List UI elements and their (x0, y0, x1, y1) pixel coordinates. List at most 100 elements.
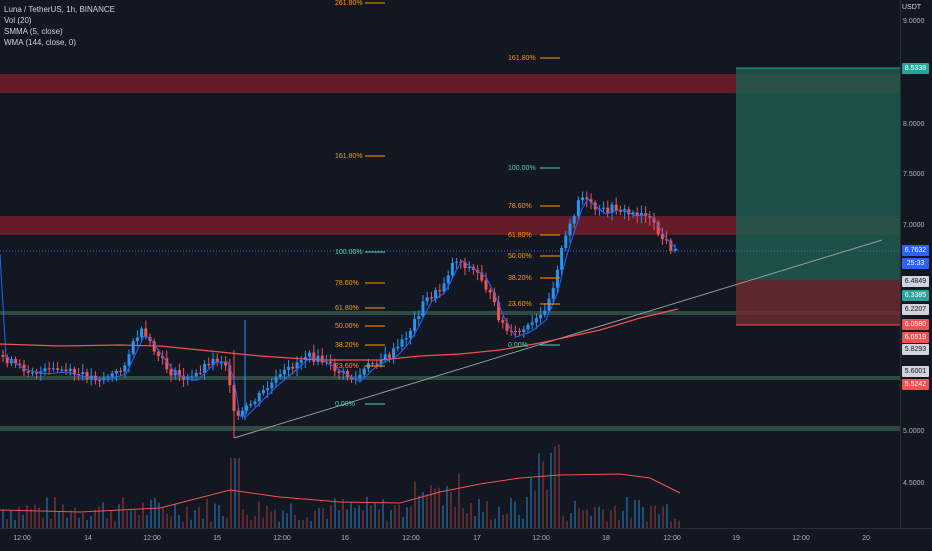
candle-body (148, 337, 152, 342)
candle-body (161, 356, 165, 359)
candle-body (526, 324, 530, 330)
fib-level-label: 23.60% (335, 363, 359, 370)
candle-body (114, 370, 118, 374)
fib-level-label: 61.80% (335, 305, 359, 312)
candle-body (665, 239, 669, 241)
price-tag: 5.5242 (902, 379, 929, 390)
currency-label: USDT (902, 4, 922, 11)
candle-body (425, 297, 429, 302)
candle-body (110, 373, 114, 377)
fib-level-label: 100.00% (335, 249, 363, 256)
time-tick: 19 (732, 535, 740, 542)
fib-level-label: 0.00% (508, 342, 528, 349)
candle-body (282, 369, 286, 375)
smma-indicator-label[interactable]: SMMA (5, close) (4, 27, 63, 36)
fib-level-label: 50.00% (335, 323, 359, 330)
candle-body (194, 372, 198, 377)
time-tick: 12:00 (663, 535, 681, 542)
candle-body (387, 354, 391, 358)
candle-body (602, 207, 606, 209)
candle-body (371, 363, 375, 365)
supply-zone-lower (0, 216, 900, 235)
price-tick: 7.0000 (903, 222, 925, 229)
price-tag: 6.2207 (902, 304, 929, 315)
candle-body (400, 339, 404, 347)
candle-body (253, 401, 257, 405)
time-tick: 15 (213, 535, 221, 542)
time-tick: 12:00 (792, 535, 810, 542)
fib-level-label: 38.20% (508, 275, 532, 282)
candle-body (169, 369, 173, 376)
price-tick: 4.5000 (903, 480, 925, 487)
candle-body (64, 369, 68, 372)
candle-body (228, 365, 232, 386)
candle-body (438, 290, 442, 292)
candle-body (98, 380, 102, 382)
candle-body (211, 358, 215, 366)
time-tick: 12:00 (402, 535, 420, 542)
candle-body (581, 197, 585, 201)
candle-body (177, 370, 181, 376)
candle-body (224, 362, 228, 366)
candle-body (635, 212, 639, 216)
candle-body (47, 368, 51, 370)
candle-body (350, 377, 354, 380)
candle-body (639, 213, 643, 216)
supply-zone-upper (0, 74, 900, 93)
price-tick: 7.5000 (903, 171, 925, 178)
candle-body (576, 200, 580, 217)
price-tag-wma: 6.0519 (902, 332, 929, 343)
chart-area[interactable]: 261.80% 161.80% 100.00% 78.60% 61.80% 50.00% 3… (0, 0, 900, 528)
candle-body (606, 207, 610, 214)
candle-body (610, 204, 614, 214)
candle-body (463, 262, 467, 269)
candle-body (198, 372, 202, 374)
candle-body (480, 272, 484, 281)
candle-body (278, 374, 282, 378)
fib-level-label: 23.60% (508, 301, 532, 308)
candle-body (375, 363, 379, 365)
candle-body (173, 370, 177, 376)
candle-body (203, 363, 207, 373)
candle-body (207, 363, 211, 366)
fib-level-label: 161.80% (335, 153, 363, 160)
time-tick: 14 (84, 535, 92, 542)
volume-indicator-label[interactable]: Vol (20) (4, 16, 32, 25)
time-tick: 12:00 (13, 535, 31, 542)
price-tick: 5.0000 (903, 428, 925, 435)
time-tick: 20 (862, 535, 870, 542)
candle-body (652, 217, 656, 223)
candle-body (551, 287, 555, 299)
candle-body (257, 393, 261, 402)
candle-body (291, 366, 295, 369)
candle-body (408, 330, 412, 339)
candle-body (249, 404, 253, 406)
candle-body (560, 247, 564, 270)
time-tick: 12:00 (143, 535, 161, 542)
candle-body (421, 301, 425, 317)
candle-body (417, 316, 421, 320)
candle-body (572, 216, 576, 224)
candle-body (35, 372, 39, 374)
candle-body (68, 368, 72, 372)
long-position-profit-zone (736, 68, 900, 280)
candle-body (9, 359, 13, 364)
candle-body (106, 376, 110, 378)
demand-zone (0, 311, 900, 315)
candle-body (240, 410, 244, 416)
candle-body (77, 373, 81, 375)
candle-body (396, 346, 400, 349)
fib-level-label: 161.80% (508, 55, 536, 62)
candle-body (18, 363, 22, 365)
chart-legend: Luna / TetherUS, 1h, BINANCE Vol (20) SM… (4, 4, 115, 48)
symbol-title[interactable]: Luna / TetherUS, 1h, BINANCE (4, 5, 116, 14)
candle-body (631, 212, 635, 215)
candle-body (505, 322, 509, 331)
candle-body (51, 368, 55, 370)
price-chart[interactable]: 261.80% 161.80% 100.00% 78.60% 61.80% 50.00% 3… (0, 0, 900, 528)
wma-indicator-label[interactable]: WMA (144, close, 0) (4, 38, 77, 47)
candle-body (568, 223, 572, 236)
price-tag-countdown: 25:33 (902, 258, 929, 269)
candle-body (295, 362, 299, 369)
time-scale[interactable] (0, 528, 932, 551)
